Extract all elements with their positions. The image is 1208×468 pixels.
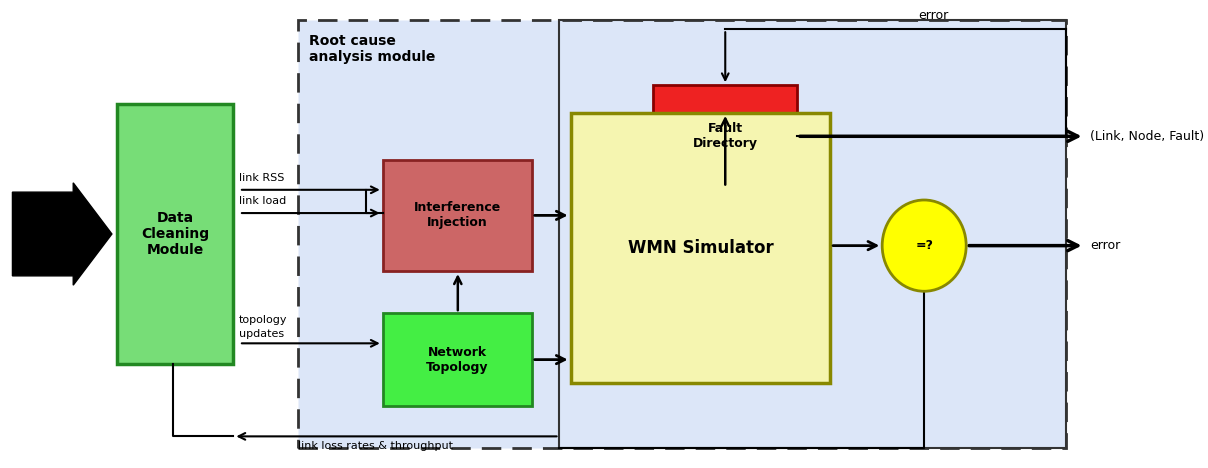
Bar	[383, 160, 532, 271]
FancyArrow shape	[12, 183, 112, 285]
Text: Fault
Directory: Fault Directory	[692, 122, 757, 150]
Text: Interference
Injection: Interference Injection	[413, 201, 501, 229]
Text: link loss rates & throughput: link loss rates & throughput	[297, 441, 453, 451]
Text: WMN Simulator: WMN Simulator	[627, 239, 773, 257]
Bar	[383, 313, 532, 406]
Text: Data
Cleaning
Module: Data Cleaning Module	[141, 211, 209, 257]
Text: Network
Topology: Network Topology	[426, 345, 488, 373]
Text: Network: Network	[23, 208, 70, 218]
Text: link RSS: link RSS	[239, 173, 284, 183]
Bar	[117, 104, 233, 364]
Text: Root cause
analysis module: Root cause analysis module	[308, 34, 435, 64]
Ellipse shape	[882, 200, 966, 291]
Bar	[570, 113, 830, 383]
Text: error: error	[1090, 239, 1120, 252]
Text: error: error	[918, 9, 948, 22]
Bar	[559, 20, 1065, 448]
Text: updates: updates	[239, 329, 284, 339]
Text: =?: =?	[916, 239, 934, 252]
Text: topology: topology	[239, 314, 288, 325]
Text: Reports: Reports	[23, 250, 66, 260]
Bar	[297, 20, 1065, 448]
Text: link load: link load	[239, 196, 286, 206]
Text: (Link, Node, Fault): (Link, Node, Fault)	[1090, 130, 1204, 143]
Bar	[654, 85, 797, 188]
